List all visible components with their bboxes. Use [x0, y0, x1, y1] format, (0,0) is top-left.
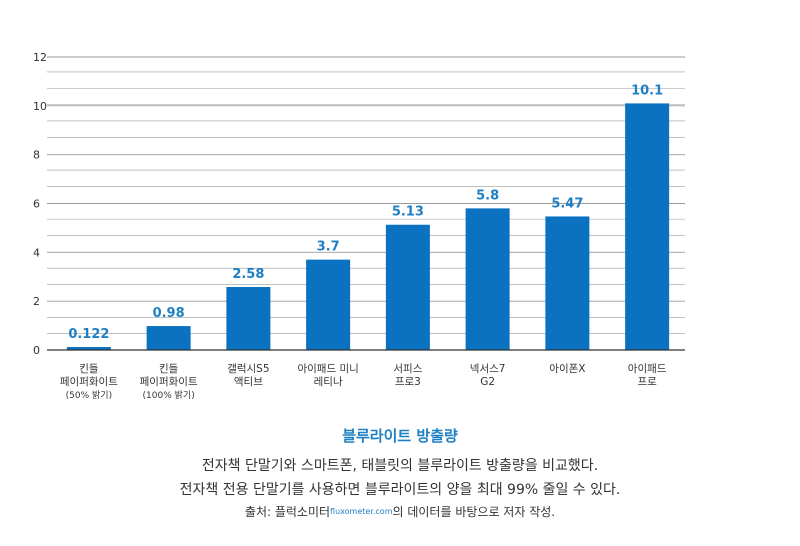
x-category-label: 프로: [637, 376, 657, 388]
x-category-label: 킨들: [79, 363, 99, 375]
x-category-label: 아이패드 미니: [297, 363, 358, 375]
caption-title: 블루라이트 방출량: [342, 427, 458, 445]
bar-value-label: 5.13: [392, 205, 424, 220]
bar: [385, 224, 430, 350]
x-category-label: 킨들: [159, 363, 179, 375]
y-tick-label: 6: [33, 198, 40, 211]
x-category-label: 레티나: [314, 376, 343, 388]
bar: [625, 103, 670, 351]
bar: [545, 216, 590, 350]
x-category-label: (100% 밝기): [143, 390, 195, 401]
caption-source: 출처: 플럭소미터fluxometer.com의 데이터를 바탕으로 저자 작성…: [0, 503, 800, 520]
y-tick-label: 2: [33, 295, 40, 308]
bar: [465, 208, 510, 350]
x-category-label: 갤럭시S5: [227, 363, 269, 375]
y-tick-label: 10: [33, 100, 47, 113]
y-tick-label: 12: [33, 51, 47, 64]
bar-value-label: 3.7: [317, 240, 340, 255]
x-category-label: 아이폰X: [549, 363, 585, 375]
x-category-label: 페이퍼화이트: [140, 376, 198, 388]
x-category-label: 액티브: [234, 376, 263, 388]
x-category-label: 프로3: [395, 376, 421, 388]
caption-line-2: 전자책 전용 단말기를 사용하면 블루라이트의 양을 최대 99% 줄일 수 있…: [179, 482, 621, 498]
caption-line-1: 전자책 단말기와 스마트폰, 태블릿의 블루라이트 방출량을 비교했다.: [201, 458, 599, 474]
bar: [66, 347, 111, 350]
bar: [226, 287, 271, 350]
bar-value-label: 10.1: [631, 83, 663, 98]
y-tick-label: 0: [33, 344, 40, 357]
source-suffix: 의 데이터를 바탕으로 저자 작성.: [392, 505, 556, 519]
source-site: fluxometer.com: [330, 507, 393, 516]
x-category-label: 서피스: [393, 363, 422, 375]
x-category-label: 페이퍼화이트: [60, 376, 118, 388]
bar-value-label: 0.98: [153, 306, 185, 321]
source-prefix: 출처: 플럭소미터: [244, 505, 331, 519]
bar-value-label: 5.8: [476, 188, 499, 203]
y-tick-label: 8: [33, 149, 40, 162]
x-category-label: 아이패드: [628, 363, 667, 375]
bar-value-label: 5.47: [551, 196, 583, 211]
bar-value-label: 0.122: [68, 327, 109, 342]
y-tick-label: 4: [33, 246, 40, 259]
x-category-label: G2: [480, 376, 495, 388]
bar-value-label: 2.58: [232, 267, 264, 282]
x-category-label: 넥서스7: [470, 363, 506, 375]
bar: [146, 326, 191, 350]
x-category-label: (50% 밝기): [66, 390, 112, 401]
bar: [306, 259, 351, 350]
